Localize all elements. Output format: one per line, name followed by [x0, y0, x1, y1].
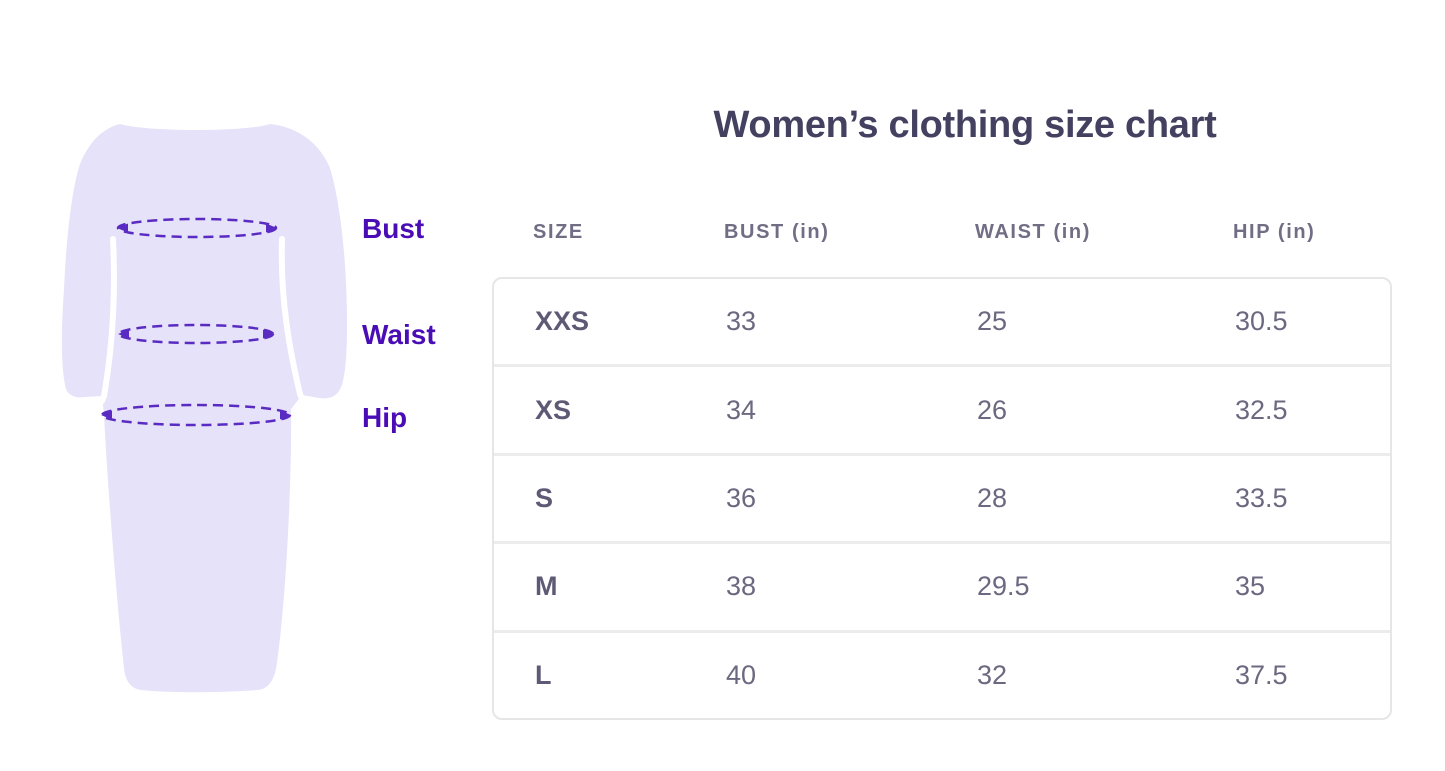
- waist-arrow-left: [118, 329, 129, 339]
- page-title: Women’s clothing size chart: [713, 104, 1217, 146]
- cell-bust: 40: [726, 659, 757, 690]
- cell-hip: 33.5: [1235, 483, 1288, 514]
- cell-size: M: [535, 571, 558, 602]
- cell-waist: 28: [977, 483, 1008, 514]
- cell-waist: 32: [977, 659, 1008, 690]
- cell-bust: 34: [726, 394, 757, 425]
- column-header-bust: BUST (in): [724, 221, 830, 243]
- table-header-row: SIZE BUST (in) WAIST (in) HIP (in): [492, 221, 1392, 244]
- table-row-xs: XS 34 26 32.5: [494, 364, 1390, 452]
- table-row-m: M 38 29.5 35: [494, 541, 1390, 629]
- cell-bust: 33: [726, 306, 757, 337]
- bust-arrow-right: [266, 223, 277, 233]
- cell-waist: 26: [977, 394, 1008, 425]
- waist-label: Waist: [362, 319, 436, 350]
- column-header-hip: HIP (in): [1233, 221, 1316, 243]
- waist-arrow-right: [263, 329, 274, 339]
- dress-silhouette: [61, 124, 347, 693]
- cell-size: XXS: [535, 306, 590, 337]
- cell-size: XS: [535, 394, 572, 425]
- cell-hip: 35: [1235, 571, 1266, 602]
- cell-hip: 37.5: [1235, 659, 1288, 690]
- cell-bust: 38: [726, 571, 757, 602]
- table-row-xxs: XXS 33 25 30.5: [494, 279, 1390, 364]
- cell-hip: 30.5: [1235, 306, 1288, 337]
- hip-arrow-right: [280, 410, 291, 420]
- cell-size: S: [535, 483, 554, 514]
- hip-label: Hip: [362, 402, 408, 433]
- dress-illustration: [61, 124, 347, 693]
- cell-waist: 25: [977, 306, 1008, 337]
- cell-bust: 36: [726, 483, 757, 514]
- left-sleeve-gap: [99, 236, 117, 404]
- cell-hip: 32.5: [1235, 394, 1288, 425]
- bust-arrow-left: [117, 223, 128, 233]
- size-table: XXS 33 25 30.5 XS 34 26 32.5 S 36 28 33.…: [492, 277, 1392, 720]
- cell-size: L: [535, 659, 552, 690]
- bust-label: Bust: [362, 213, 425, 244]
- column-header-size: SIZE: [533, 221, 584, 243]
- cell-waist: 29.5: [977, 571, 1030, 602]
- table-row-l: L 40 32 37.5: [494, 629, 1390, 718]
- table-row-s: S 36 28 33.5: [494, 452, 1390, 541]
- hip-arrow-left: [101, 410, 112, 420]
- column-header-waist: WAIST (in): [975, 221, 1091, 243]
- right-sleeve-gap: [278, 236, 306, 404]
